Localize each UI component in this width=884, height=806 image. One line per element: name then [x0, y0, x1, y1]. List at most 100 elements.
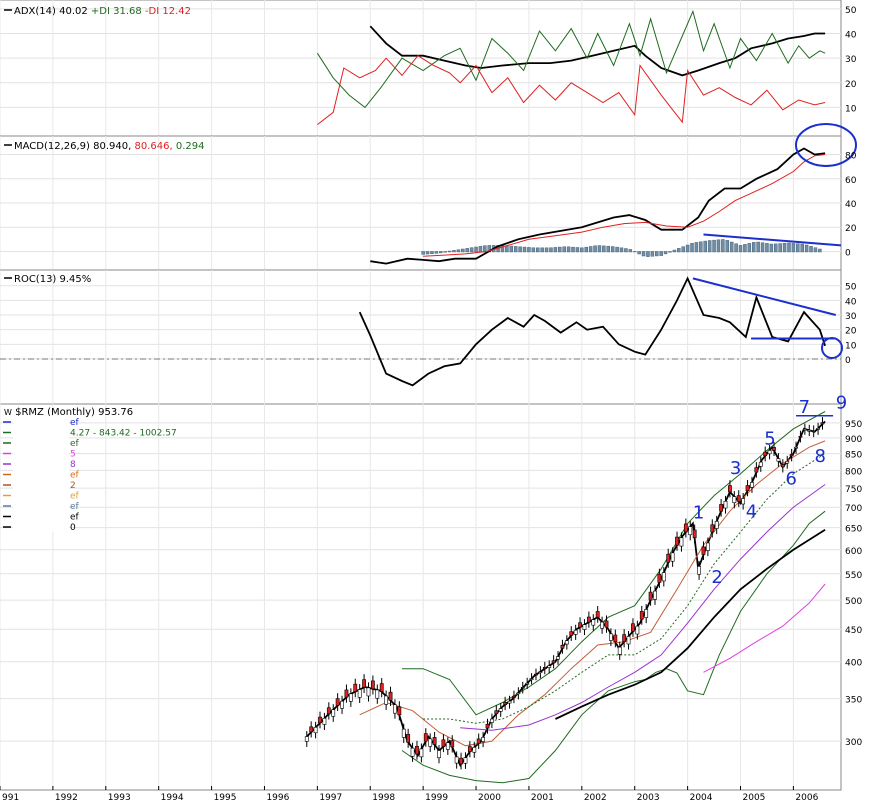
- macd-histogram-bar: [765, 243, 769, 253]
- macd-histogram-bar: [747, 243, 752, 253]
- candle-body: [485, 723, 490, 729]
- legend-mask: [13, 437, 69, 448]
- candle-body: [697, 566, 701, 575]
- series-line: [703, 583, 826, 673]
- candle-body: [547, 665, 552, 668]
- legend-mask: [13, 479, 69, 490]
- candle-body: [772, 447, 776, 451]
- macd-histogram-bar: [690, 243, 694, 253]
- candle-body: [313, 726, 318, 734]
- macd-histogram-bar: [535, 247, 540, 253]
- candle-body: [432, 737, 437, 745]
- candle-body: [719, 504, 724, 512]
- candle-body: [481, 737, 485, 742]
- y-tick-label: 900: [845, 435, 862, 445]
- macd-histogram-bar: [787, 242, 791, 253]
- macd-histogram-bar: [677, 248, 681, 253]
- candle-body: [476, 738, 481, 744]
- y-tick-label: 600: [845, 547, 862, 557]
- macd-histogram-bar: [571, 246, 575, 253]
- x-tick-label: 2002: [584, 793, 607, 803]
- candle-body: [370, 680, 375, 690]
- macd-histogram-bar: [619, 247, 624, 253]
- y-tick-label: 400: [845, 659, 862, 669]
- legend-mask: [13, 458, 69, 469]
- candle-body: [454, 756, 459, 764]
- candle-body: [604, 620, 609, 628]
- macd-histogram-bar: [447, 250, 452, 253]
- macd-histogram-bar: [685, 244, 690, 253]
- macd-histogram-bar: [818, 248, 822, 253]
- candle-body: [318, 716, 322, 724]
- candle-body: [600, 621, 604, 629]
- macd-histogram-bar: [602, 245, 606, 253]
- y-tick-label: 650: [845, 525, 862, 535]
- adx-panel: ADX(14) 40.02 +DI 31.68 -DI 12.42: [0, 0, 842, 137]
- candle-body: [780, 464, 785, 468]
- y-tick-label: 30: [845, 55, 857, 65]
- macd-histogram-bar: [593, 245, 597, 253]
- macd-histogram-bar: [566, 246, 571, 253]
- candle-body: [494, 710, 499, 715]
- y-tick-label: 950: [845, 420, 862, 430]
- legend-entry: 0: [70, 523, 76, 533]
- candle-body: [573, 629, 578, 635]
- candle-body: [609, 633, 613, 641]
- macd-histogram-bar: [439, 251, 443, 254]
- macd-histogram-bar: [425, 251, 430, 255]
- candle-body: [423, 733, 428, 742]
- candle-body: [304, 736, 309, 742]
- candle-body: [692, 529, 697, 539]
- macd-histogram-bar: [540, 247, 544, 253]
- candle-body: [710, 524, 715, 533]
- macd-histogram-bar: [483, 245, 487, 253]
- candle-body: [644, 609, 649, 618]
- candle-body: [410, 747, 415, 757]
- x-tick-label: 2003: [637, 793, 660, 803]
- macd-histogram-bar: [694, 242, 699, 253]
- candle-body: [670, 552, 675, 562]
- legend-entry: ef: [70, 502, 80, 512]
- legend-entry: ef: [70, 439, 80, 449]
- trendline: [692, 277, 836, 316]
- macd-histogram-bar: [527, 247, 531, 253]
- adx-title: ADX(14) 40.02 +DI 31.68 -DI 12.42: [14, 6, 191, 17]
- candle-body: [490, 718, 494, 723]
- macd-histogram-bar: [782, 243, 787, 253]
- y-tick-label: 750: [845, 485, 862, 495]
- series-line: [401, 510, 826, 784]
- y-tick-label: 30: [845, 312, 857, 322]
- y-tick-label: 50: [845, 6, 857, 16]
- candle-body: [415, 745, 419, 755]
- candle-body: [613, 634, 618, 643]
- wave-count-label: 7: [799, 397, 810, 418]
- legend-mask: [13, 447, 69, 459]
- candle-body: [569, 631, 574, 636]
- legend-mask: [13, 468, 69, 480]
- minus-di-label: -DI 12.42: [145, 6, 191, 17]
- x-tick-label: 2004: [690, 793, 713, 803]
- legend-mask: [13, 521, 69, 532]
- macd-histogram-bar: [452, 250, 456, 253]
- candle-body: [661, 572, 666, 582]
- price-title: W $RMZ (Monthly) 953.76: [4, 407, 133, 418]
- candle-body: [679, 537, 684, 547]
- macd-histogram-bar: [522, 246, 527, 253]
- macd-histogram-bar: [769, 243, 774, 253]
- wave-count-label: 5: [764, 429, 775, 450]
- y-tick-label: 500: [845, 597, 862, 607]
- y-axes: 1020304050020406080010203040503003504004…: [845, 6, 862, 748]
- x-tick-label: 2000: [478, 793, 501, 803]
- candle-body: [512, 695, 516, 698]
- candle-body: [344, 689, 349, 698]
- candle-body: [450, 740, 455, 748]
- candle-body: [617, 646, 622, 655]
- macd-histogram-bar: [796, 243, 800, 253]
- legend-mask: [13, 510, 69, 522]
- y-tick-label: 0: [845, 248, 851, 258]
- macd-histogram-bar: [668, 251, 672, 253]
- macd-histogram-bar: [544, 247, 549, 253]
- candle-body: [348, 693, 353, 702]
